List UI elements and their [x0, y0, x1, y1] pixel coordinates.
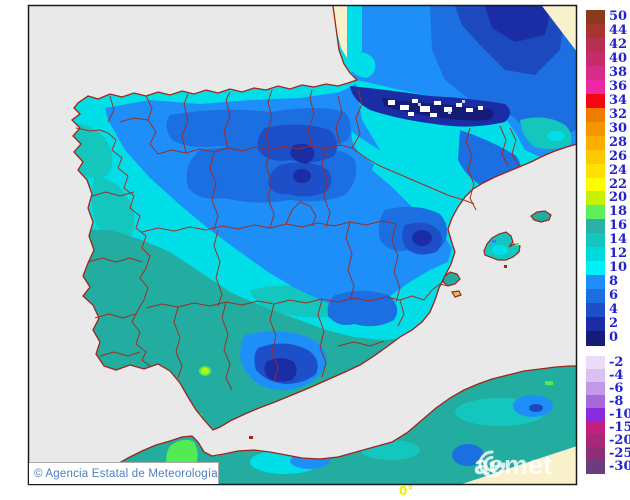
mallorca-green-dot: [515, 243, 519, 246]
island-cabrera: [504, 265, 507, 268]
field-cyan-zaragoza: [382, 165, 442, 187]
balearic-islands: [442, 210, 552, 298]
africa-green-sliver-east: [545, 381, 553, 385]
coastline-iberia: [71, 6, 576, 431]
nodata-france-northeast: [542, 6, 576, 52]
france-field-navy: [485, 6, 552, 42]
france-turquoise-coast: [520, 117, 572, 150]
attribution-bar: © Agencia Estatal de Meteorología: [29, 462, 219, 484]
nodata-france-west: [333, 6, 347, 58]
island-ibiza: [442, 271, 461, 287]
pyrenees-lavender-specks: [418, 100, 465, 114]
mallorca-blue-dot: [492, 240, 496, 243]
island-formentera: [451, 290, 462, 298]
map-frame: [27, 4, 578, 486]
field-cyan-ebro: [351, 132, 472, 200]
africa-darkblue-dot: [529, 404, 543, 412]
france-cyan-coast: [547, 131, 565, 141]
pyrenees-snow-patches: [388, 99, 483, 117]
field-turquoise-nportugal: [91, 175, 135, 240]
meridian-label: 0°: [399, 484, 414, 498]
attribution-text: © Agencia Estatal de Meteorología: [34, 467, 218, 480]
ceuta-dot: [249, 436, 253, 439]
province-boundaries: [75, 89, 520, 391]
france-cyan-blob: [350, 52, 376, 78]
island-menorca: [530, 210, 552, 223]
africa-blue-atlas: [452, 444, 484, 466]
coastline-africa: [91, 365, 576, 484]
pyrenees-darkest-core: [382, 98, 494, 121]
